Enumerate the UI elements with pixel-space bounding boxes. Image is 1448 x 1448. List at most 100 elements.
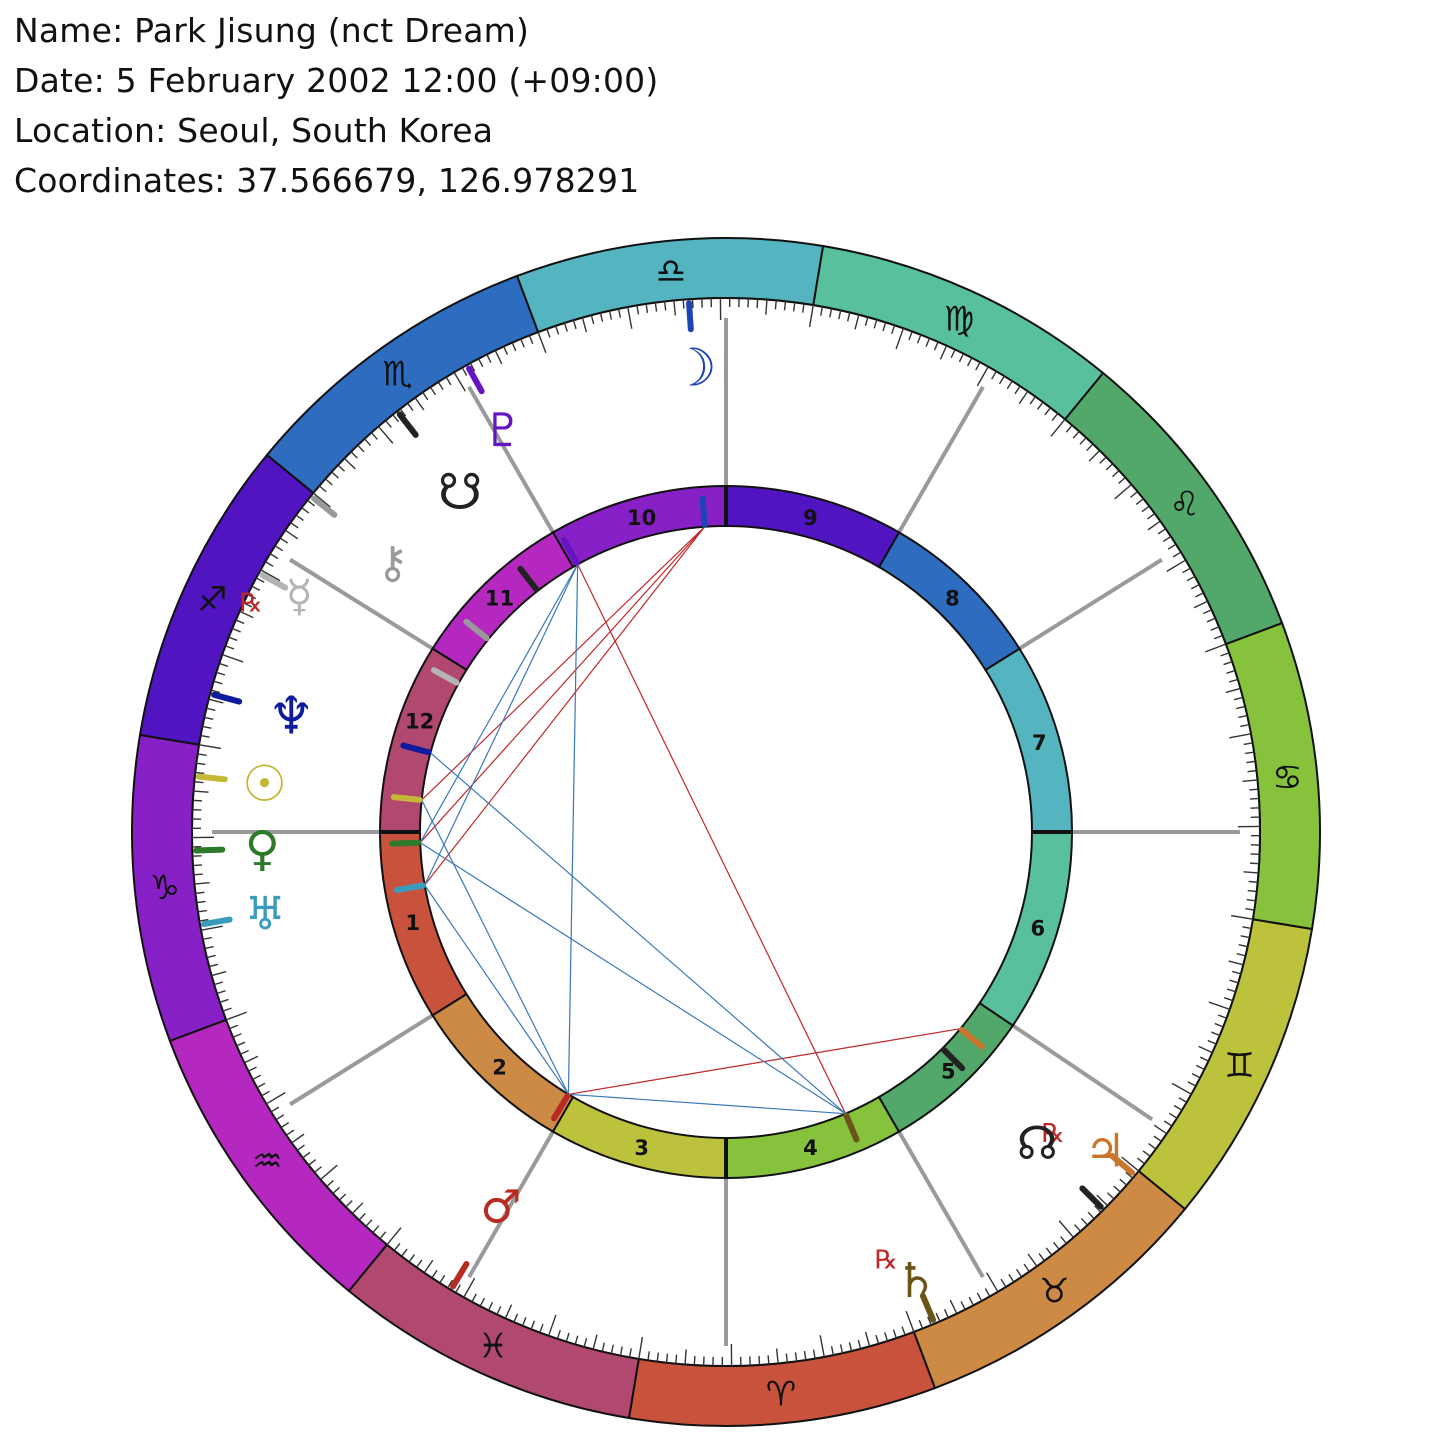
degree-tick: [447, 1279, 454, 1289]
degree-tick: [846, 312, 851, 322]
degree-tick: [1147, 520, 1161, 531]
mercury-retrograde-icon: ℞: [240, 588, 263, 618]
degree-tick: [1198, 1045, 1213, 1054]
degree-tick: [905, 1311, 915, 1333]
degree-tick: [275, 1114, 285, 1121]
degree-tick: [244, 1055, 259, 1064]
degree-tick: [975, 361, 981, 371]
degree-tick: [1217, 1014, 1227, 1019]
north-node-inner-marker: [940, 1046, 966, 1072]
aspect-line-moon-venus: [419, 526, 706, 844]
degree-tick: [555, 325, 560, 335]
degree-tick: [765, 299, 768, 315]
degree-tick: [1236, 952, 1246, 957]
degree-tick: [229, 1024, 239, 1030]
degree-tick: [1088, 449, 1101, 462]
degree-tick: [521, 1317, 527, 1326]
saturn-inner-marker: [843, 1112, 860, 1143]
degree-tick: [1220, 652, 1230, 657]
house-number-10: 10: [627, 506, 656, 530]
aspect-line-pluto-venus: [419, 564, 579, 843]
house-number-9: 9: [803, 506, 818, 530]
degree-tick: [193, 864, 203, 867]
degree-tick: [1193, 600, 1208, 609]
house-number-5: 5: [941, 1059, 956, 1083]
degree-tick: [399, 408, 407, 417]
mars-outer-marker: [450, 1261, 470, 1290]
degree-tick: [247, 593, 257, 600]
degree-tick: [991, 371, 997, 380]
saturn-icon: ♄: [895, 1253, 938, 1309]
degree-tick: [1178, 1097, 1187, 1103]
sign-scorpio-icon: ♏: [382, 354, 412, 394]
degree-tick: [261, 1090, 270, 1097]
degree-tick: [949, 1299, 958, 1314]
degree-tick: [984, 1288, 991, 1297]
chiron-outer-marker: [311, 495, 338, 518]
degree-tick: [908, 331, 913, 341]
degree-tick: [1153, 1124, 1168, 1135]
location-line: Location: Seoul, South Korea: [14, 111, 494, 150]
degree-tick: [199, 918, 209, 922]
degree-tick: [204, 716, 214, 720]
degree-tick: [546, 328, 551, 338]
degree-tick: [414, 397, 425, 411]
aspect-line-pluto-mars: [567, 564, 579, 1095]
degree-tick: [416, 1259, 423, 1268]
degree-ticks: [192, 298, 1260, 1366]
uranus-outer-marker: [201, 916, 233, 928]
degree-tick: [927, 1316, 932, 1326]
degree-tick: [379, 1231, 387, 1240]
degree-tick: [976, 1292, 983, 1302]
degree-tick: [496, 1305, 502, 1315]
degree-tick: [830, 1346, 835, 1356]
degree-tick: [301, 507, 310, 514]
degree-tick: [1211, 1031, 1220, 1037]
aspect-line-moon-sun: [421, 526, 706, 801]
sun-icon: ☉: [242, 755, 287, 813]
degree-tick: [1210, 626, 1220, 631]
degree-tick: [691, 299, 694, 309]
degree-tick: [1203, 609, 1212, 615]
moon-inner-marker: [699, 495, 708, 528]
degree-tick: [1023, 1263, 1030, 1272]
degree-tick: [966, 357, 973, 367]
degree-tick: [357, 444, 365, 453]
degree-tick: [213, 680, 223, 685]
sign-capricorn-icon: ♑: [149, 868, 179, 908]
degree-tick: [256, 1082, 266, 1089]
degree-tick: [312, 492, 331, 508]
degree-tick: [284, 529, 299, 540]
degree-tick: [503, 346, 509, 355]
sign-sagittarius-icon: ♐: [197, 580, 227, 620]
degree-tick: [266, 1092, 286, 1105]
mars-icon: ♂: [480, 1180, 521, 1234]
degree-tick: [193, 790, 209, 793]
degree-tick: [200, 734, 210, 738]
degree-tick: [202, 725, 212, 729]
degree-tick: [1242, 779, 1258, 783]
degree-tick: [968, 1296, 975, 1306]
chart-header: Name: Park Jisung (nct Dream) Date: 5 Fe…: [14, 6, 1014, 206]
degree-tick: [665, 1353, 669, 1363]
degree-tick: [574, 1335, 579, 1345]
degree-tick: [236, 1041, 246, 1047]
degree-tick: [803, 1350, 807, 1361]
degree-tick: [1250, 862, 1260, 865]
degree-tick: [1157, 528, 1166, 535]
degree-tick: [645, 303, 649, 314]
degree-tick: [839, 1344, 844, 1354]
degree-tick: [636, 305, 640, 315]
degree-tick: [986, 1272, 999, 1292]
degree-tick: [601, 1342, 606, 1352]
degree-tick: [429, 386, 437, 396]
degree-tick: [1029, 396, 1036, 405]
degree-tick: [1015, 1268, 1023, 1278]
degree-tick: [1244, 751, 1255, 755]
degree-tick: [1199, 1056, 1209, 1062]
degree-tick: [808, 305, 814, 327]
degree-tick: [1228, 678, 1238, 683]
degree-tick: [775, 1348, 779, 1364]
mercury-icon: ☿: [286, 571, 313, 622]
degree-tick: [1036, 401, 1044, 410]
